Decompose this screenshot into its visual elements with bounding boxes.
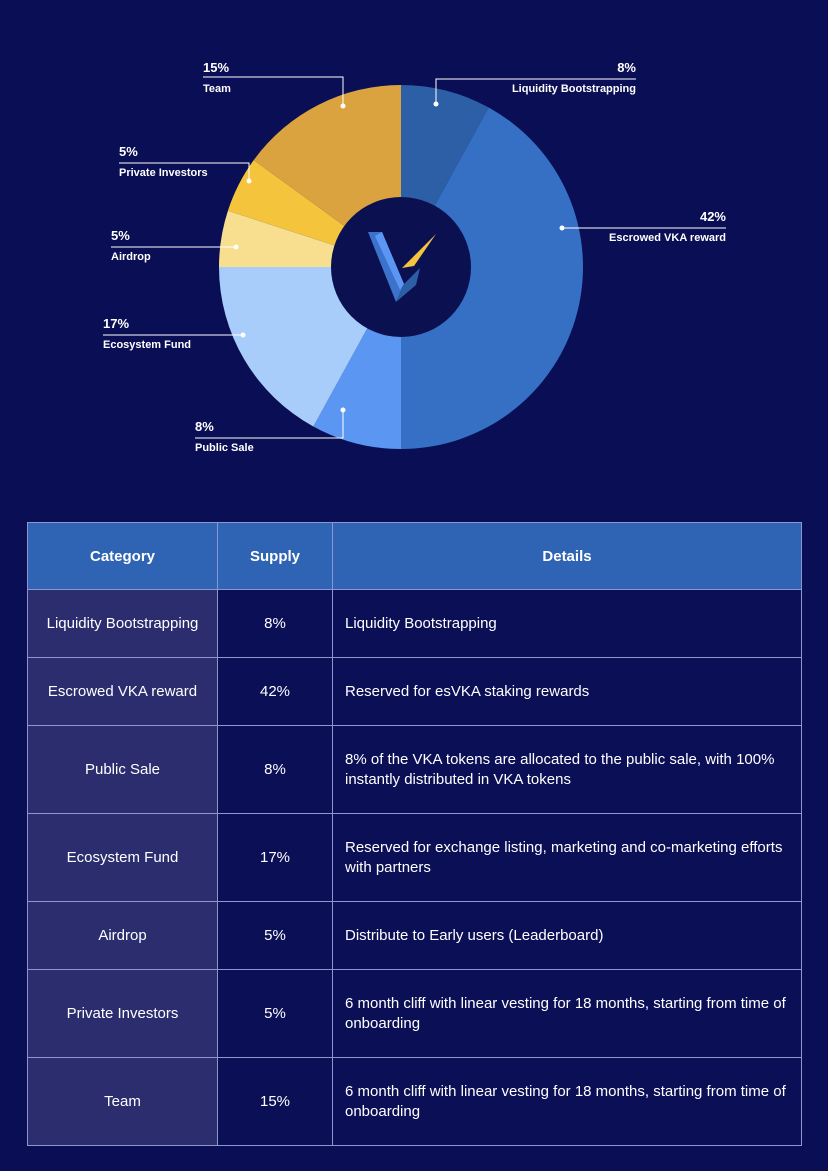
table-row: Escrowed VKA reward 42% Reserved for esV… — [27, 657, 802, 726]
slice-name-label: Escrowed VKA reward — [609, 232, 726, 244]
row-details: 6 month cliff with linear vesting for 18… — [332, 969, 802, 1058]
leader-dot — [559, 225, 565, 231]
leader-dot — [340, 407, 346, 413]
leader-dot — [340, 103, 346, 109]
row-details: Distribute to Early users (Leaderboard) — [332, 901, 802, 970]
row-supply: 42% — [217, 657, 333, 726]
row-supply: 5% — [217, 969, 333, 1058]
row-supply: 8% — [217, 589, 333, 658]
leader-line — [435, 78, 636, 104]
row-category: Airdrop — [27, 901, 218, 970]
slice-value-label: 42% — [700, 209, 726, 224]
leader-dot — [240, 332, 246, 338]
leader-dot — [246, 178, 252, 184]
row-category: Liquidity Bootstrapping — [27, 589, 218, 658]
header-category: Category — [27, 522, 218, 590]
slice-value-label: 15% — [203, 60, 229, 75]
slice-name-label: Team — [203, 83, 231, 95]
slice-name-label: Private Investors — [119, 167, 208, 179]
row-category: Ecosystem Fund — [27, 813, 218, 902]
row-details: 8% of the VKA tokens are allocated to th… — [332, 725, 802, 814]
row-details: Reserved for esVKA staking rewards — [332, 657, 802, 726]
table-row: Team 15% 6 month cliff with linear vesti… — [27, 1057, 802, 1146]
row-supply: 17% — [217, 813, 333, 902]
slice-value-label: 5% — [111, 228, 130, 243]
header-details: Details — [332, 522, 802, 590]
table-row: Public Sale 8% 8% of the VKA tokens are … — [27, 725, 802, 814]
slice-name-label: Airdrop — [111, 251, 151, 263]
leader-line — [203, 76, 344, 106]
slice-value-label: 17% — [103, 316, 129, 331]
leader-dot — [433, 101, 439, 107]
slice-name-label: Liquidity Bootstrapping — [512, 83, 636, 95]
row-category: Private Investors — [27, 969, 218, 1058]
slice-name-label: Ecosystem Fund — [103, 339, 191, 351]
allocation-table: Category Supply Details Liquidity Bootst… — [27, 522, 802, 1146]
slice-value-label: 8% — [195, 419, 214, 434]
leader-dot — [233, 244, 239, 250]
slice-value-label: 5% — [119, 144, 138, 159]
header-supply: Supply — [217, 522, 333, 590]
table-row: Airdrop 5% Distribute to Early users (Le… — [27, 901, 802, 970]
row-details: Liquidity Bootstrapping — [332, 589, 802, 658]
table-header-row: Category Supply Details — [27, 522, 802, 590]
row-details: Reserved for exchange listing, marketing… — [332, 813, 802, 902]
row-supply: 8% — [217, 725, 333, 814]
slice-value-label: 8% — [617, 60, 636, 75]
table-row: Private Investors 5% 6 month cliff with … — [27, 969, 802, 1058]
leader-line — [195, 410, 344, 439]
row-supply: 5% — [217, 901, 333, 970]
row-details: 6 month cliff with linear vesting for 18… — [332, 1057, 802, 1146]
table-row: Ecosystem Fund 17% Reserved for exchange… — [27, 813, 802, 902]
allocation-pie-chart: 8% Liquidity Bootstrapping 42% Escrowed VKA… — [0, 0, 828, 500]
row-category: Public Sale — [27, 725, 218, 814]
row-category: Team — [27, 1057, 218, 1146]
row-category: Escrowed VKA reward — [27, 657, 218, 726]
slice-name-label: Public Sale — [195, 442, 254, 454]
row-supply: 15% — [217, 1057, 333, 1146]
pie-slice-escrowed-vka-reward — [401, 107, 584, 450]
table-row: Liquidity Bootstrapping 8% Liquidity Boo… — [27, 589, 802, 658]
leader-line — [119, 162, 250, 181]
vka-logo — [331, 197, 471, 337]
